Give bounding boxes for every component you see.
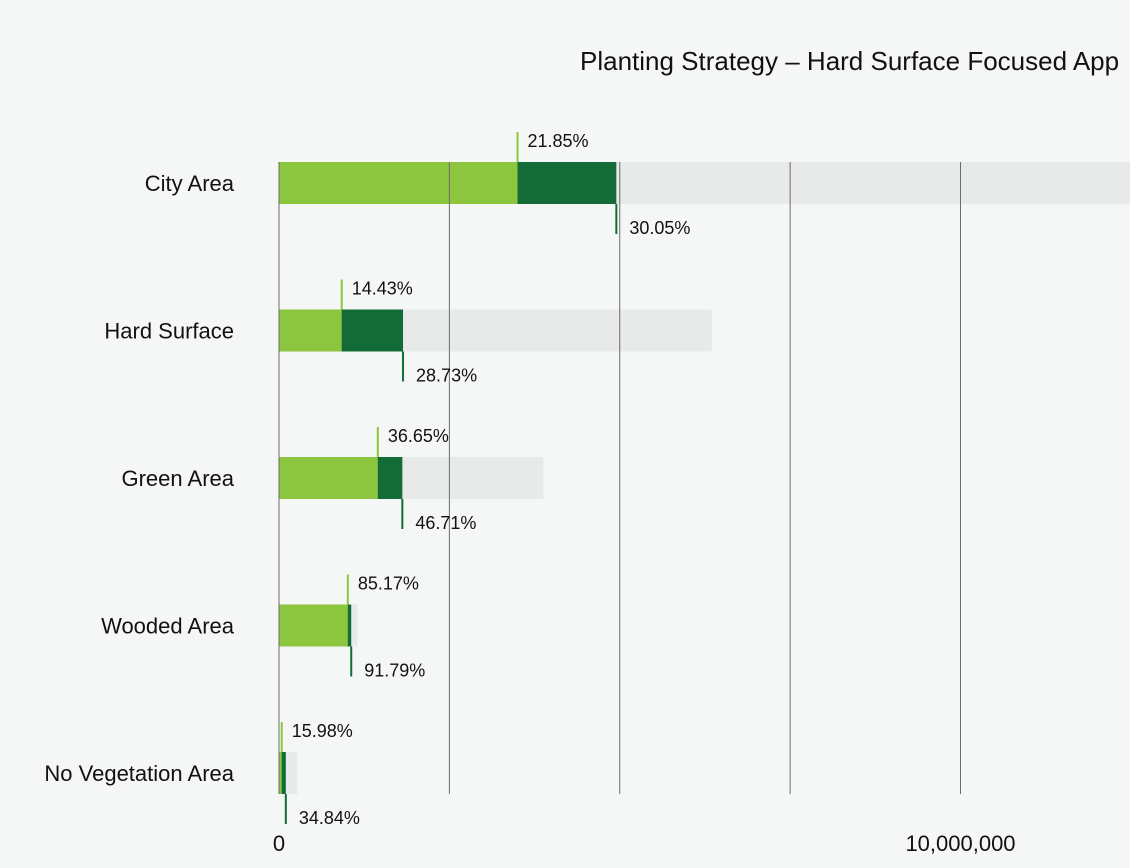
x-tick-labels: 0 10,000,000 [273,831,1016,856]
upper-percent-label: 28.73% [416,366,477,386]
category-label: Green Area [121,466,234,491]
bar-upper [279,752,286,794]
category-labels: City Area Hard Surface Green Area Wooded Ar… [44,171,234,786]
lower-percent-label: 36.65% [388,426,449,446]
x-tick-label: 10,000,000 [905,831,1015,856]
bar-lower [279,162,518,204]
annotations: 21.85% 30.05% 14.43% 28.73% 36.65% 46.71% 85.1… [280,131,690,828]
lower-percent-label: 85.17% [358,574,419,594]
lower-percent-label: 21.85% [528,131,589,151]
bar-lower [279,604,348,647]
category-label: Wooded Area [101,614,235,639]
gridlines [278,162,961,794]
upper-percent-label: 46.71% [415,513,476,533]
bar-lower [279,752,282,794]
category-label: Hard Surface [104,319,234,344]
bar-lower [279,457,378,499]
upper-percent-label: 30.05% [629,218,690,238]
x-tick-label: 0 [273,831,285,856]
category-label: City Area [145,171,235,196]
category-label: No Vegetation Area [44,761,234,786]
chart-title: Planting Strategy – Hard Surface Focused… [580,46,1119,76]
lower-percent-label: 14.43% [352,279,413,299]
lower-percent-label: 15.98% [292,721,353,741]
upper-percent-label: 34.84% [299,808,360,828]
upper-percent-label: 91.79% [364,661,425,681]
bar-lower [279,309,342,352]
bars [279,162,1130,794]
